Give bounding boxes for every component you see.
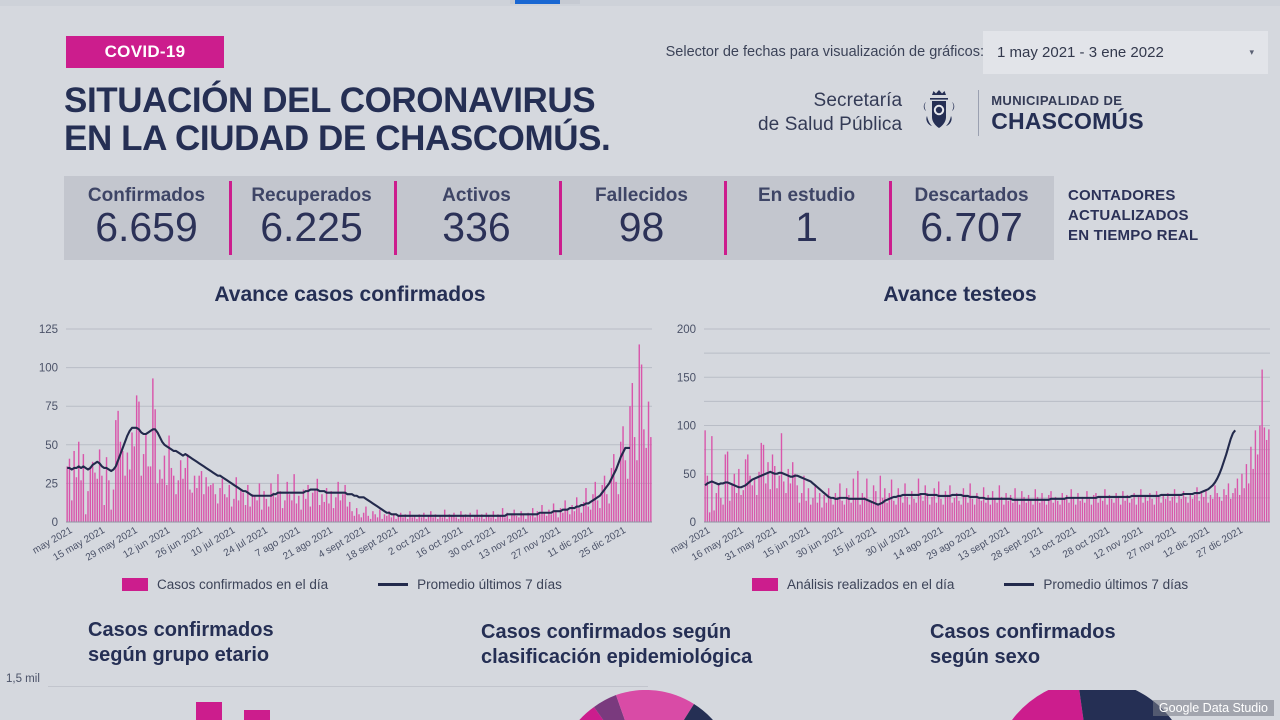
- page-title: SITUACIÓN DEL CORONAVIRUS EN LA CIUDAD D…: [64, 82, 764, 158]
- secretaria-line1: Secretaría: [813, 90, 903, 111]
- svg-text:25: 25: [45, 478, 58, 490]
- counters-note-line1: CONTADORES: [1068, 187, 1176, 204]
- section-title-sexo: Casos confirmados según sexo: [930, 620, 1116, 670]
- legend-testeos: Análisis realizados en el día Promedio ú…: [752, 577, 1188, 592]
- legend-line-icon: [1004, 583, 1035, 586]
- counter-value: 98: [618, 204, 665, 251]
- section3-line1: Casos confirmados: [930, 621, 1116, 643]
- section2-line2: clasificación epidemiológica: [481, 646, 753, 668]
- svg-text:200: 200: [677, 324, 696, 336]
- legend-label-line: Promedio últimos 7 días: [417, 577, 562, 592]
- counter-label: Descartados: [914, 185, 1029, 207]
- counter-recuperados: Recuperados 6.225: [229, 176, 394, 260]
- counter-label: Activos: [442, 185, 511, 207]
- counter-label: Fallecidos: [595, 185, 688, 207]
- date-range-value: 1 may 2021 - 3 ene 2022: [997, 44, 1164, 61]
- counter-label: En estudio: [757, 185, 856, 207]
- section-title-grupo-etario: Casos confirmados según grupo etario: [88, 618, 274, 668]
- municipality-big: CHASCOMÚS: [991, 107, 1144, 134]
- counter-fallecidos: Fallecidos 98: [559, 176, 724, 260]
- svg-text:0: 0: [690, 517, 696, 529]
- svg-text:0: 0: [52, 517, 58, 529]
- legend-casos: Casos confirmados en el día Promedio últ…: [122, 577, 562, 592]
- legend-label-line: Promedio últimos 7 días: [1043, 577, 1189, 592]
- page-title-line1: SITUACIÓN DEL CORONAVIRUS: [64, 81, 596, 120]
- svg-text:100: 100: [39, 363, 58, 375]
- bottom-chart-y-label: 1,5 mil: [6, 673, 40, 685]
- municipality-small: MUNICIPALIDAD DE: [991, 92, 1123, 108]
- legend-label-bars: Análisis realizados en el día: [787, 577, 955, 592]
- counters-bar: Confirmados 6.659 Recuperados 6.225 Acti…: [64, 176, 1054, 260]
- legend-item-bars: Casos confirmados en el día: [122, 577, 328, 592]
- covid-badge: COVID-19: [66, 36, 224, 68]
- page-title-line2: EN LA CIUDAD DE CHASCOMÚS.: [64, 119, 611, 158]
- legend-line-icon: [378, 583, 409, 586]
- section2-line1: Casos confirmados según: [481, 621, 732, 643]
- counter-activos: Activos 336: [394, 176, 559, 260]
- bottom-chart-gridline: [48, 686, 648, 687]
- legend-label-bars: Casos confirmados en el día: [157, 577, 329, 592]
- pie-clasificacion-epidemiologica[interactable]: 8,4%: [556, 690, 736, 720]
- legend-item-line: Promedio últimos 7 días: [1004, 577, 1188, 592]
- counter-label: Recuperados: [251, 185, 372, 207]
- counter-en-estudio: En estudio 1: [724, 176, 889, 260]
- counter-descartados: Descartados 6.707: [889, 176, 1054, 260]
- logo-block: Secretaría de Salud Pública MUNICIPALIDA…: [758, 86, 1144, 140]
- svg-text:150: 150: [677, 372, 696, 384]
- counters-note-line3: EN TIEMPO REAL: [1068, 227, 1199, 244]
- counter-value: 336: [442, 204, 511, 251]
- municipality-text: MUNICIPALIDAD DE CHASCOMÚS: [991, 94, 1144, 133]
- section1-line1: Casos confirmados: [88, 619, 274, 641]
- chart-title-testeos: Avance testeos: [883, 283, 1037, 306]
- secretaria-line2: de Salud Pública: [758, 114, 903, 135]
- chart-title-casos: Avance casos confirmados: [214, 283, 486, 306]
- pie-sexo[interactable]: [992, 690, 1192, 720]
- counters-note-line2: ACTUALIZADOS: [1068, 207, 1189, 224]
- legend-item-line: Promedio últimos 7 días: [378, 577, 562, 592]
- svg-text:50: 50: [45, 440, 58, 452]
- svg-text:100: 100: [677, 421, 696, 433]
- counter-confirmados: Confirmados 6.659: [64, 176, 229, 260]
- section1-line2: según grupo etario: [88, 644, 270, 666]
- date-range-picker[interactable]: 1 may 2021 - 3 ene 2022 ▾: [983, 31, 1268, 74]
- watermark-google-data-studio: Google Data Studio: [1152, 700, 1274, 716]
- counter-value: 6.225: [260, 204, 363, 251]
- counter-value: 1: [795, 204, 818, 251]
- bottom-bar-1[interactable]: [196, 702, 222, 720]
- legend-item-bars: Análisis realizados en el día: [752, 577, 954, 592]
- svg-text:125: 125: [39, 324, 58, 336]
- counter-value: 6.659: [95, 204, 198, 251]
- legend-swatch-icon: [752, 578, 778, 591]
- legend-swatch-icon: [122, 578, 148, 591]
- svg-text:50: 50: [683, 469, 696, 481]
- municipality-crest-icon: [912, 86, 966, 140]
- tab-segment-active[interactable]: [515, 0, 560, 4]
- bottom-bar-2[interactable]: [244, 710, 270, 720]
- counter-label: Confirmados: [87, 185, 206, 207]
- date-selector-label: Selector de fechas para visualización de…: [665, 44, 984, 60]
- svg-text:75: 75: [45, 401, 58, 413]
- counter-value: 6.707: [920, 204, 1023, 251]
- logo-divider: [978, 90, 980, 136]
- counters-note: CONTADORES ACTUALIZADOS EN TIEMPO REAL: [1068, 186, 1268, 246]
- chevron-down-icon: ▾: [1249, 47, 1254, 57]
- chart-casos-confirmados[interactable]: 0 25 50 75 100 125 may 2021 15 may 2021 29 may 2…: [20, 315, 660, 580]
- top-tab-strip: [0, 0, 1280, 6]
- chart-avance-testeos[interactable]: 0 50 100 150 200 may 2021 16 may 2021 31 may 20…: [658, 315, 1278, 580]
- section-title-clasificacion: Casos confirmados según clasificación ep…: [481, 620, 752, 670]
- section3-line2: según sexo: [930, 646, 1041, 668]
- secretaria-text: Secretaría de Salud Pública: [758, 89, 902, 137]
